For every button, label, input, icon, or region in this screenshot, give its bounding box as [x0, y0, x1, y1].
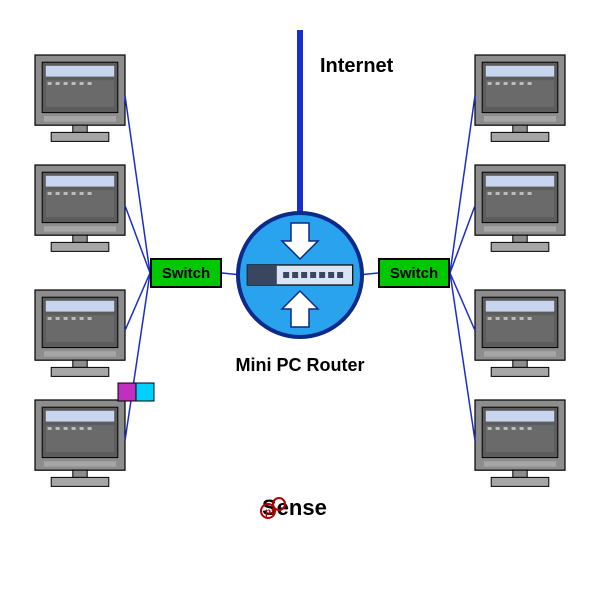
- router-label: Mini PC Router: [220, 355, 380, 376]
- internet-label: Internet: [320, 55, 393, 78]
- router-text: Mini PC Router: [236, 355, 365, 375]
- pfsense-logo: pf Sense: [260, 495, 327, 521]
- network-diagram: Internet Mini PC Router Switch Switch pf Se…: [0, 0, 600, 600]
- internet-text: Internet: [320, 55, 393, 77]
- switch-text: Switch: [390, 265, 438, 282]
- switch-left: Switch: [150, 258, 222, 288]
- switch-text: Switch: [162, 265, 210, 282]
- svg-text:pf: pf: [265, 507, 275, 518]
- switch-right: Switch: [378, 258, 450, 288]
